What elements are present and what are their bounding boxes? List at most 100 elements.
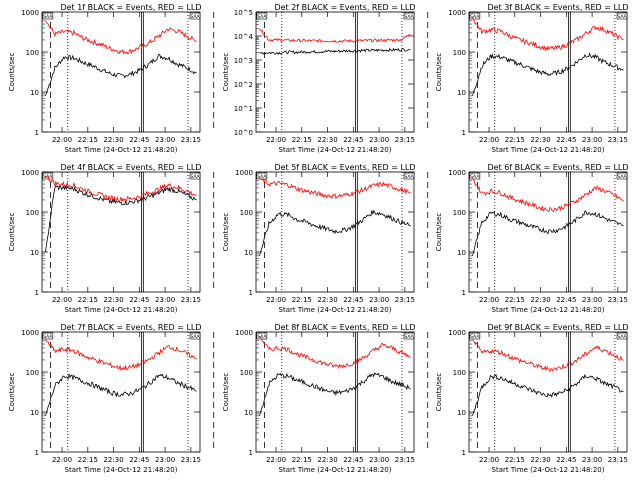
y-tick-label: 100 — [240, 369, 253, 377]
y-tick-label: 1000 — [235, 329, 253, 337]
x-tick-label: 22:15 — [78, 296, 98, 304]
y-tick-label: 100 — [26, 209, 39, 217]
y-tick-label: 100 — [240, 209, 253, 217]
chart-panel-6: Det 6f BLACK = Events, RED = LLD 1 10 100 10… — [435, 163, 629, 314]
event-marker-label: SAA — [404, 174, 414, 180]
events-series-line — [472, 210, 624, 257]
event-marker-box — [256, 12, 268, 20]
plot-frame — [41, 11, 201, 133]
plot-frame — [41, 331, 201, 453]
y-tick-label: 1 — [249, 289, 253, 297]
x-tick-label: 22:45 — [129, 136, 149, 144]
event-marker-label: SAA — [190, 174, 200, 180]
event-marker-box — [189, 12, 201, 20]
events-series-line — [45, 184, 197, 253]
x-tick-label: 22:30 — [103, 456, 123, 464]
y-tick-label: 10^1 — [234, 105, 253, 113]
chart-title: Det 3f BLACK = Events, RED = LLD — [487, 3, 628, 12]
events-series-line — [259, 372, 411, 417]
x-tick-label: 22:15 — [78, 456, 98, 464]
x-tick-label: 22:00 — [479, 136, 499, 144]
x-axis-label: Start Time (24-Oct-12 21:48:20) — [279, 466, 392, 474]
x-tick-label: 23:00 — [582, 296, 602, 304]
y-tick-label: 1 — [35, 129, 39, 137]
y-tick-label: 10 — [457, 89, 466, 97]
y-axis-label: Counts/sec — [8, 213, 16, 252]
y-tick-label: 100 — [26, 369, 39, 377]
chart-panel-3: Det 3f BLACK = Events, RED = LLD 1 10 100 10… — [435, 3, 629, 154]
event-marker-label: SAA — [470, 334, 480, 340]
event-marker-box — [256, 172, 268, 180]
y-tick-label: 10^0 — [234, 129, 253, 137]
y-axis-label: Counts/sec — [435, 213, 443, 252]
event-marker-label: SAA — [404, 14, 414, 20]
event-marker-box — [42, 12, 54, 20]
y-tick-label: 1000 — [21, 9, 39, 17]
event-marker-box — [616, 12, 628, 20]
event-marker-box — [616, 172, 628, 180]
x-tick-label: 22:15 — [292, 296, 312, 304]
events-series-line — [45, 373, 197, 417]
y-tick-label: 10^3 — [234, 57, 253, 65]
x-tick-label: 22:30 — [103, 136, 123, 144]
x-axis-label: Start Time (24-Oct-12 21:48:20) — [279, 146, 392, 154]
x-tick-label: 22:30 — [103, 296, 123, 304]
y-axis-label: Counts/sec — [8, 373, 16, 412]
y-tick-label: 10 — [244, 409, 253, 417]
event-marker-box — [42, 172, 54, 180]
y-axis-label: Counts/sec — [8, 53, 16, 92]
y-tick-label: 10 — [457, 409, 466, 417]
x-tick-label: 23:00 — [155, 136, 175, 144]
chart-panel-1: Det 1f BLACK = Events, RED = LLD 1 10 100 10… — [8, 3, 215, 154]
event-marker-label: SAA — [617, 174, 627, 180]
chart-title: Det 9f BLACK = Events, RED = LLD — [487, 323, 628, 332]
event-marker-box — [403, 332, 415, 340]
x-tick-label: 22:15 — [505, 136, 525, 144]
chart-panel-8: Det 8f BLACK = Events, RED = LLD 1 10 100 10… — [222, 323, 429, 474]
x-axis-label: Start Time (24-Oct-12 21:48:20) — [492, 306, 605, 314]
y-tick-label: 1000 — [448, 169, 466, 177]
y-tick-label: 1000 — [448, 329, 466, 337]
x-tick-label: 22:00 — [266, 456, 286, 464]
y-axis-label: Counts/sec — [435, 373, 443, 412]
event-marker-box — [403, 172, 415, 180]
chart-panel-5: Det 5f BLACK = Events, RED = LLD 1 10 100 10… — [222, 163, 429, 314]
y-tick-label: 1 — [462, 129, 466, 137]
x-tick-label: 22:45 — [343, 296, 363, 304]
x-axis-label: Start Time (24-Oct-12 21:48:20) — [492, 466, 605, 474]
plot-frame — [255, 331, 415, 453]
x-tick-label: 22:30 — [317, 296, 337, 304]
events-series-line — [45, 53, 197, 97]
plot-frame — [468, 171, 628, 293]
x-tick-label: 22:15 — [292, 456, 312, 464]
chart-panel-4: Det 4f BLACK = Events, RED = LLD 1 10 100 10… — [8, 163, 215, 314]
x-tick-label: 22:00 — [479, 296, 499, 304]
y-tick-label: 1 — [462, 289, 466, 297]
event-marker-label: SAA — [190, 334, 200, 340]
y-tick-label: 10 — [30, 89, 39, 97]
x-tick-label: 22:00 — [266, 296, 286, 304]
x-axis-label: Start Time (24-Oct-12 21:48:20) — [65, 146, 178, 154]
x-tick-label: 22:30 — [530, 456, 550, 464]
plot-frame — [255, 11, 415, 133]
event-marker-label: SAA — [257, 174, 267, 180]
x-tick-label: 22:15 — [505, 296, 525, 304]
y-tick-label: 10^4 — [234, 33, 254, 41]
event-marker-label: SAA — [257, 14, 267, 20]
x-tick-label: 22:45 — [129, 456, 149, 464]
event-marker-box — [189, 172, 201, 180]
x-tick-label: 22:00 — [479, 456, 499, 464]
event-marker-label: SAA — [190, 14, 200, 20]
events-series-line — [259, 47, 411, 55]
y-axis-label: Counts/sec — [222, 53, 230, 92]
y-tick-label: 100 — [453, 209, 466, 217]
plot-frame — [468, 11, 628, 133]
lld-series-line — [472, 339, 624, 373]
x-tick-label: 22:15 — [505, 456, 525, 464]
y-tick-label: 10 — [30, 249, 39, 257]
lld-series-line — [45, 175, 197, 204]
y-tick-label: 1000 — [21, 169, 39, 177]
x-tick-label: 22:45 — [343, 136, 363, 144]
events-series-line — [472, 373, 624, 417]
